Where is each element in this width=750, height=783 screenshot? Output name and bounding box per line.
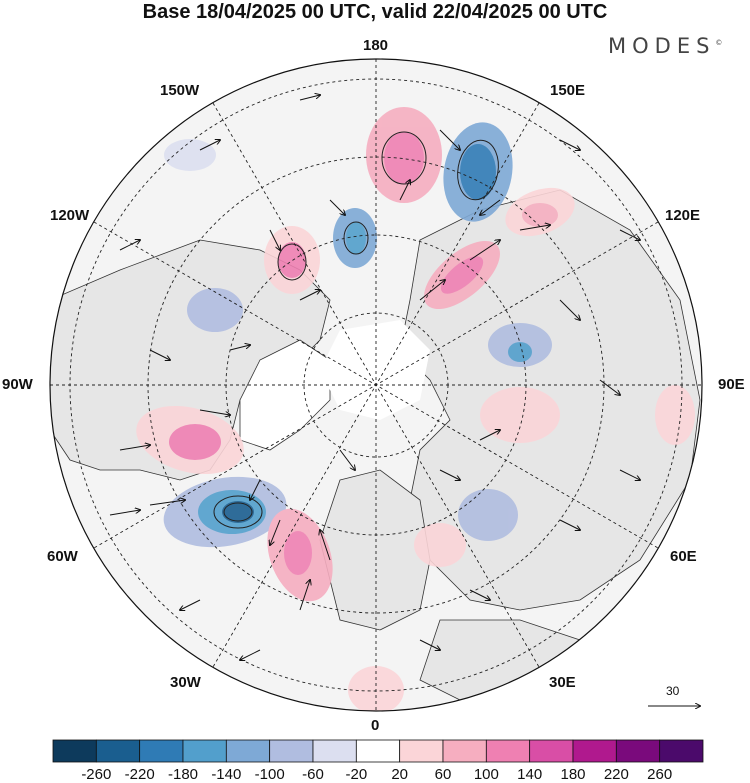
colorbar-tick-label: -20 [345,766,368,783]
colorbar-swatch [572,739,617,763]
colorbar-swatch [355,739,401,763]
map-title: Base 18/04/2025 00 UTC, valid 22/04/2025… [142,1,608,23]
arctic-cap [320,320,430,420]
colorbar-swatch [615,739,661,763]
colorbar-tick-label: 180 [560,766,586,783]
colorbar-tick-label: 60 [434,766,452,783]
colorbar-swatch [139,739,184,763]
map-boundary [49,58,703,712]
brand-text: MODES [608,34,716,58]
graticule [50,59,702,711]
modes-logo: MODES© [608,34,722,58]
brand-mark: © [715,39,723,47]
colorbar-swatch [182,739,227,763]
lon-label-90e: 90E [718,376,745,393]
colorbar [52,739,704,763]
lon-label-150e: 150E [550,82,586,99]
colorbar-tick-label: -180 [167,766,199,783]
colorbar-tick-label: 100 [473,766,499,783]
colorbar-tick-label: -60 [302,766,324,783]
lon-label-120w: 120W [50,207,90,224]
lon-label-180: 180 [363,37,389,54]
reference-vector-label: 30 [666,684,680,698]
anomaly-neg-canada [187,288,243,332]
colorbar-tick-label: -220 [124,766,155,783]
lon-label-30e: 30E [549,674,576,691]
colorbar-swatch [225,739,271,763]
colorbar-tick-label: -100 [254,766,285,783]
wind-vectors [109,95,640,660]
lon-label-150w: 150W [160,82,200,99]
greenland [239,339,331,451]
lon-label-60e: 60E [670,548,697,565]
colorbar-tick-label: 140 [517,766,543,783]
colorbar-swatch [269,739,314,763]
anomaly-neg-europe [458,489,518,541]
lon-label-60w: 60W [47,548,78,565]
colorbar-swatch [95,739,141,763]
anomaly-neg-pacific [164,139,216,171]
lon-label-30w: 30W [170,674,201,691]
colorbar-swatch [399,739,444,763]
colorbar-swatch [442,739,487,763]
colorbar-swatch [659,739,704,763]
colorbar-tick-label: 220 [603,766,629,783]
colorbar-swatch [529,739,574,763]
lon-label-90w: 90W [2,376,33,393]
lon-label-120e: 120E [665,207,701,224]
colorbar-swatch [52,739,97,763]
colorbar-swatch [312,739,357,763]
colorbar-swatch [485,739,531,763]
map-disk [50,59,702,711]
anomaly-pos-mediterranean [414,523,466,567]
anomaly-pos-urals [480,387,560,443]
colorbar-tick-label: -140 [211,766,242,783]
anomaly-pos-east-asia [655,385,695,445]
anomaly-shading [136,107,695,711]
colorbar-tick-label: 260 [647,766,673,783]
colorbar-tick-label: 20 [391,766,408,783]
lon-label-0: 0 [371,717,380,734]
colorbar-tick-label: -260 [81,766,112,783]
